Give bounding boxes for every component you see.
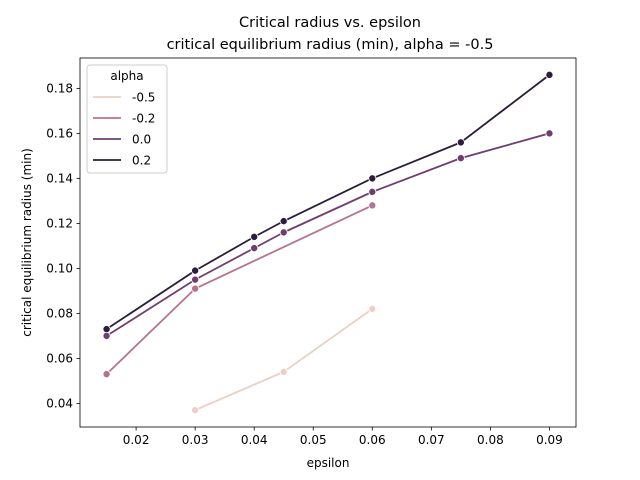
legend-entry: -0.2 [93,111,155,125]
data-point [102,325,111,334]
data-point [368,304,377,313]
legend-entries: -0.5 -0.2 0.0 0.2 [93,90,155,167]
legend-box [86,64,168,174]
data-point [456,154,465,163]
y-tick-label: 0.04 [46,397,73,411]
data-point [368,201,377,210]
x-tick-label: 0.09 [536,433,563,447]
legend-entry: 0.2 [93,153,151,167]
data-point [250,244,259,253]
data-point [191,275,200,284]
legend-entry: 0.0 [93,132,151,146]
y-axis: 0.04 0.06 0.08 0.10 0.12 0.14 0.16 0.18 [46,82,80,411]
data-point [191,266,200,275]
legend-label: 0.2 [132,153,151,167]
plot-area-frame [79,57,577,428]
series-0.2 [102,70,554,334]
y-tick-label: 0.08 [46,307,73,321]
legend-label: -0.2 [132,111,155,125]
data-point [279,367,288,376]
data-point [279,228,288,237]
x-tick-label: 0.08 [477,433,504,447]
series-0.0 [102,129,554,340]
legend-title: alpha [110,69,143,83]
legend-entry: -0.5 [93,90,155,104]
y-tick-label: 0.16 [46,127,73,141]
x-tick-label: 0.06 [359,433,386,447]
x-axis-label: epsilon [307,456,350,470]
legend-label: 0.0 [132,132,151,146]
legend: alpha -0.5 -0.2 0.0 0.2 [86,64,168,174]
data-point [279,217,288,226]
y-tick-label: 0.10 [46,262,73,276]
series--0.2 [102,201,377,379]
x-tick-label: 0.07 [418,433,445,447]
data-point [102,370,111,379]
data-point [545,70,554,79]
data-point [250,232,259,241]
data-point [456,138,465,147]
series-layer [102,70,554,415]
data-point [545,129,554,138]
x-axis: 0.02 0.03 0.04 0.05 0.06 0.07 0.08 0.09 [123,427,563,447]
x-tick-label: 0.02 [123,433,150,447]
legend-label: -0.5 [132,90,155,104]
data-point [368,187,377,196]
data-point [191,284,200,293]
data-point [102,331,111,340]
y-tick-label: 0.12 [46,217,73,231]
x-tick-label: 0.04 [241,433,268,447]
data-point [191,406,200,415]
x-tick-label: 0.03 [182,433,209,447]
x-tick-label: 0.05 [300,433,327,447]
data-point [368,174,377,183]
chart-subtitle: critical equilibrium radius (min), alpha… [167,37,494,53]
y-tick-label: 0.06 [46,352,73,366]
y-axis-label: critical equilibrium radius (min) [20,148,34,337]
series--0.5 [191,304,377,415]
y-tick-label: 0.18 [46,82,73,96]
chart-title: Critical radius vs. epsilon [239,15,421,31]
y-tick-label: 0.14 [46,172,73,186]
